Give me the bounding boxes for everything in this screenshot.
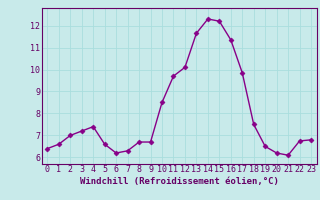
X-axis label: Windchill (Refroidissement éolien,°C): Windchill (Refroidissement éolien,°C) xyxy=(80,177,279,186)
